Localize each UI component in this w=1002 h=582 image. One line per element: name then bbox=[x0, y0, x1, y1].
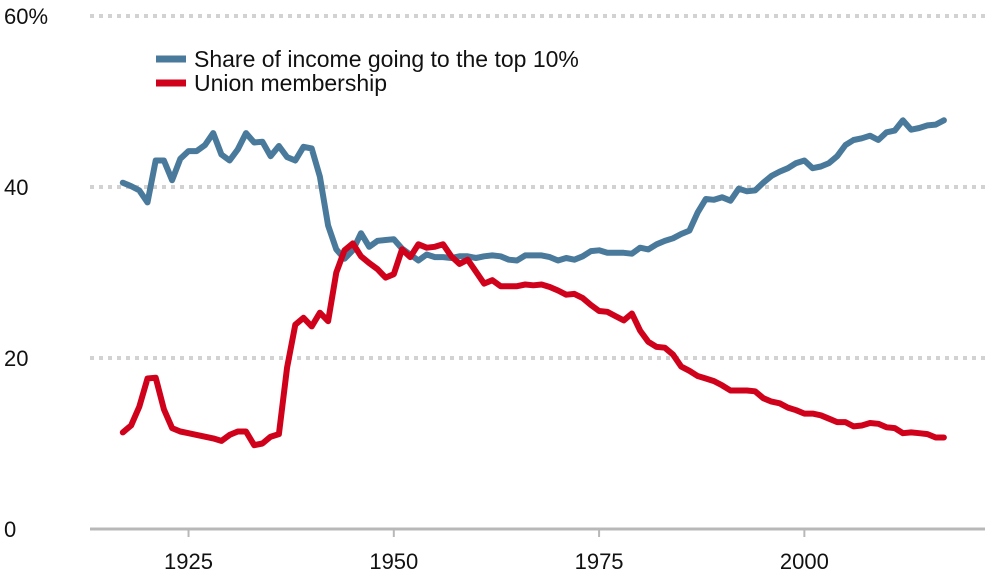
y-tick-label-60: 60% bbox=[4, 4, 48, 29]
series-lines bbox=[119, 117, 947, 449]
x-tick-label-1925: 1925 bbox=[164, 549, 213, 574]
legend-item-union: Union membership bbox=[156, 70, 387, 96]
x-axis-ticks: 1925 1950 1975 2000 bbox=[164, 529, 829, 574]
y-axis-labels: 0 20 40 60% bbox=[4, 4, 48, 542]
y-tick-label-20: 20 bbox=[4, 346, 28, 371]
legend-label-union: Union membership bbox=[194, 70, 387, 96]
legend-label-top10: Share of income going to the top 10% bbox=[194, 46, 579, 72]
x-tick-label-1950: 1950 bbox=[369, 549, 418, 574]
x-tick-label-2000: 2000 bbox=[780, 549, 829, 574]
y-tick-label-0: 0 bbox=[4, 517, 16, 542]
x-tick-label-1975: 1975 bbox=[575, 549, 624, 574]
series-line-top10-income-share bbox=[119, 117, 947, 264]
series-line-union-membership bbox=[119, 240, 947, 449]
legend: Share of income going to the top 10% Uni… bbox=[156, 46, 579, 96]
y-tick-label-40: 40 bbox=[4, 175, 28, 200]
legend-item-top10: Share of income going to the top 10% bbox=[156, 46, 579, 72]
